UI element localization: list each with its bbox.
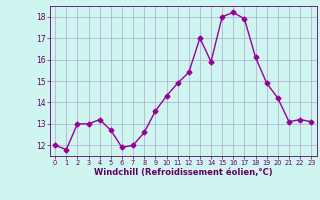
X-axis label: Windchill (Refroidissement éolien,°C): Windchill (Refroidissement éolien,°C) — [94, 168, 273, 177]
